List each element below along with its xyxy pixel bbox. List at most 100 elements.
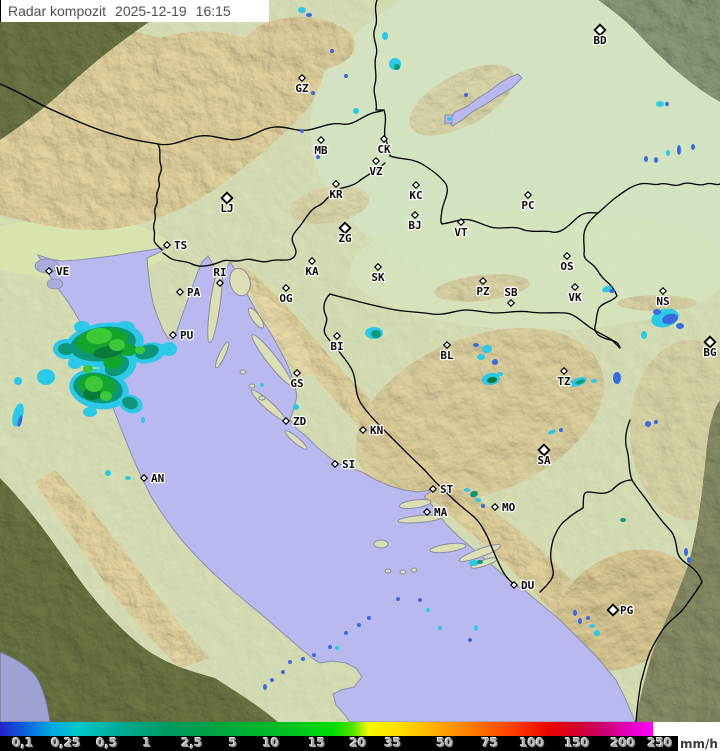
radar-echo: [141, 417, 145, 423]
radar-echo: [687, 557, 691, 563]
radar-echo: [684, 548, 688, 556]
city-label-OS: OS: [560, 260, 573, 273]
radar-echo: [676, 323, 684, 329]
city-marker-NS: [658, 286, 668, 296]
radar-echo: [426, 608, 430, 612]
radar-echo: [316, 155, 320, 159]
radar-echo: [464, 488, 470, 492]
city-KR: KR: [328, 179, 344, 202]
radar-echo: [609, 289, 615, 293]
city-marker-GS: [292, 368, 302, 378]
city-label-TZ: TZ: [557, 375, 571, 388]
legend-tick-label: 20: [349, 736, 367, 750]
city-label-BJ: BJ: [408, 219, 421, 232]
city-label-BI: BI: [330, 340, 343, 353]
city-marker-RI: [215, 278, 225, 288]
city-label-VE: VE: [56, 265, 69, 278]
legend-tick-label: 50: [436, 736, 454, 750]
radar-echo: [481, 504, 485, 508]
city-label-GS: GS: [290, 377, 303, 390]
city-label-ZG: ZG: [338, 232, 352, 245]
city-marker-BI: [332, 331, 342, 341]
radar-echo: [653, 309, 661, 315]
city-marker-MB: [316, 135, 326, 145]
city-label-MA: MA: [434, 506, 448, 519]
radar-map: GZ BD MB CK VZ KR KC LJ ZG BJ PC VT TS RI KA SK VE PA OG PZ…: [0, 0, 720, 722]
radar-echo: [418, 598, 422, 602]
radar-echo: [394, 64, 400, 70]
city-marker-OS: [562, 251, 572, 261]
radar-echo: [367, 616, 371, 620]
city-label-KC: KC: [409, 189, 422, 202]
range-edge-northwest: [0, 20, 152, 140]
radar-echo: [594, 630, 600, 636]
city-label-AN: AN: [151, 472, 164, 485]
legend-tick-label: 0,5: [96, 736, 118, 750]
mountains: [0, 17, 720, 671]
city-marker-VT: [456, 217, 466, 227]
radar-echo: [353, 108, 359, 114]
radar-echo: [396, 597, 400, 601]
city-LJ: LJ: [219, 191, 235, 216]
city-label-NS: NS: [656, 295, 669, 308]
city-marker-BJ: [410, 210, 420, 220]
city-marker-ZD: [281, 416, 291, 426]
city-marker-ZG: [338, 221, 352, 235]
radar-echo: [656, 101, 664, 107]
city-MO: MO: [490, 500, 517, 515]
radar-echo: [161, 342, 177, 356]
radar-echo: [58, 343, 74, 355]
radar-echo: [548, 429, 556, 435]
city-label-PU: PU: [180, 329, 194, 342]
radar-echo: [260, 383, 264, 387]
legend-unit: mm/h: [678, 736, 720, 751]
radar-echo: [591, 379, 597, 383]
city-label-SK: SK: [371, 271, 385, 284]
legend-tick-label: 10: [262, 736, 280, 750]
city-label-BL: BL: [440, 349, 454, 362]
city-label-OG: OG: [279, 292, 293, 305]
city-KN: KN: [358, 423, 384, 438]
header-title: Radar kompozit: [8, 3, 107, 19]
radar-echo: [300, 129, 304, 133]
city-PU: PU: [168, 328, 195, 343]
radar-echo: [586, 616, 590, 620]
legend-tick-label: 35: [384, 736, 402, 750]
city-marker-PZ: [478, 276, 488, 286]
radar-echo: [620, 518, 626, 522]
radar-echo: [654, 157, 658, 163]
city-marker-KN: [358, 425, 368, 435]
city-AN: AN: [139, 471, 165, 486]
islands: [207, 266, 502, 575]
radar-echo: [301, 657, 305, 661]
header-date: 2025-12-19: [115, 3, 187, 19]
radar-echo: [135, 346, 145, 354]
city-BJ: BJ: [407, 210, 423, 233]
city-SI: SI: [330, 457, 356, 472]
intensity-colorbar: [0, 722, 653, 736]
radar-echo: [477, 354, 485, 360]
radar-echo: [83, 365, 93, 373]
city-marker-TS: [162, 240, 172, 250]
legend-tick-label: 2,5: [181, 736, 203, 750]
city-BD: BD: [592, 23, 608, 48]
city-marker-KA: [307, 256, 317, 266]
city-label-SB: SB: [504, 286, 518, 299]
legend-tick-label: 200: [610, 736, 636, 750]
tyrrhenian-sea: [0, 651, 51, 722]
city-BI: BI: [329, 331, 345, 354]
legend-tick-label: 0,1: [12, 736, 34, 750]
radar-echo: [677, 145, 681, 155]
city-marker-PU: [168, 330, 178, 340]
radar-echo: [68, 357, 82, 369]
city-label-SI: SI: [342, 458, 355, 471]
city-CK: CK: [376, 134, 392, 157]
city-label-RI: RI: [213, 266, 226, 279]
city-BG: BG: [702, 335, 718, 360]
city-marker-TZ: [559, 366, 569, 376]
city-PA: PA: [175, 285, 202, 300]
city-TS: TS: [162, 238, 188, 253]
legend-tick-label: 100: [519, 736, 545, 750]
city-label-MB: MB: [314, 144, 328, 157]
